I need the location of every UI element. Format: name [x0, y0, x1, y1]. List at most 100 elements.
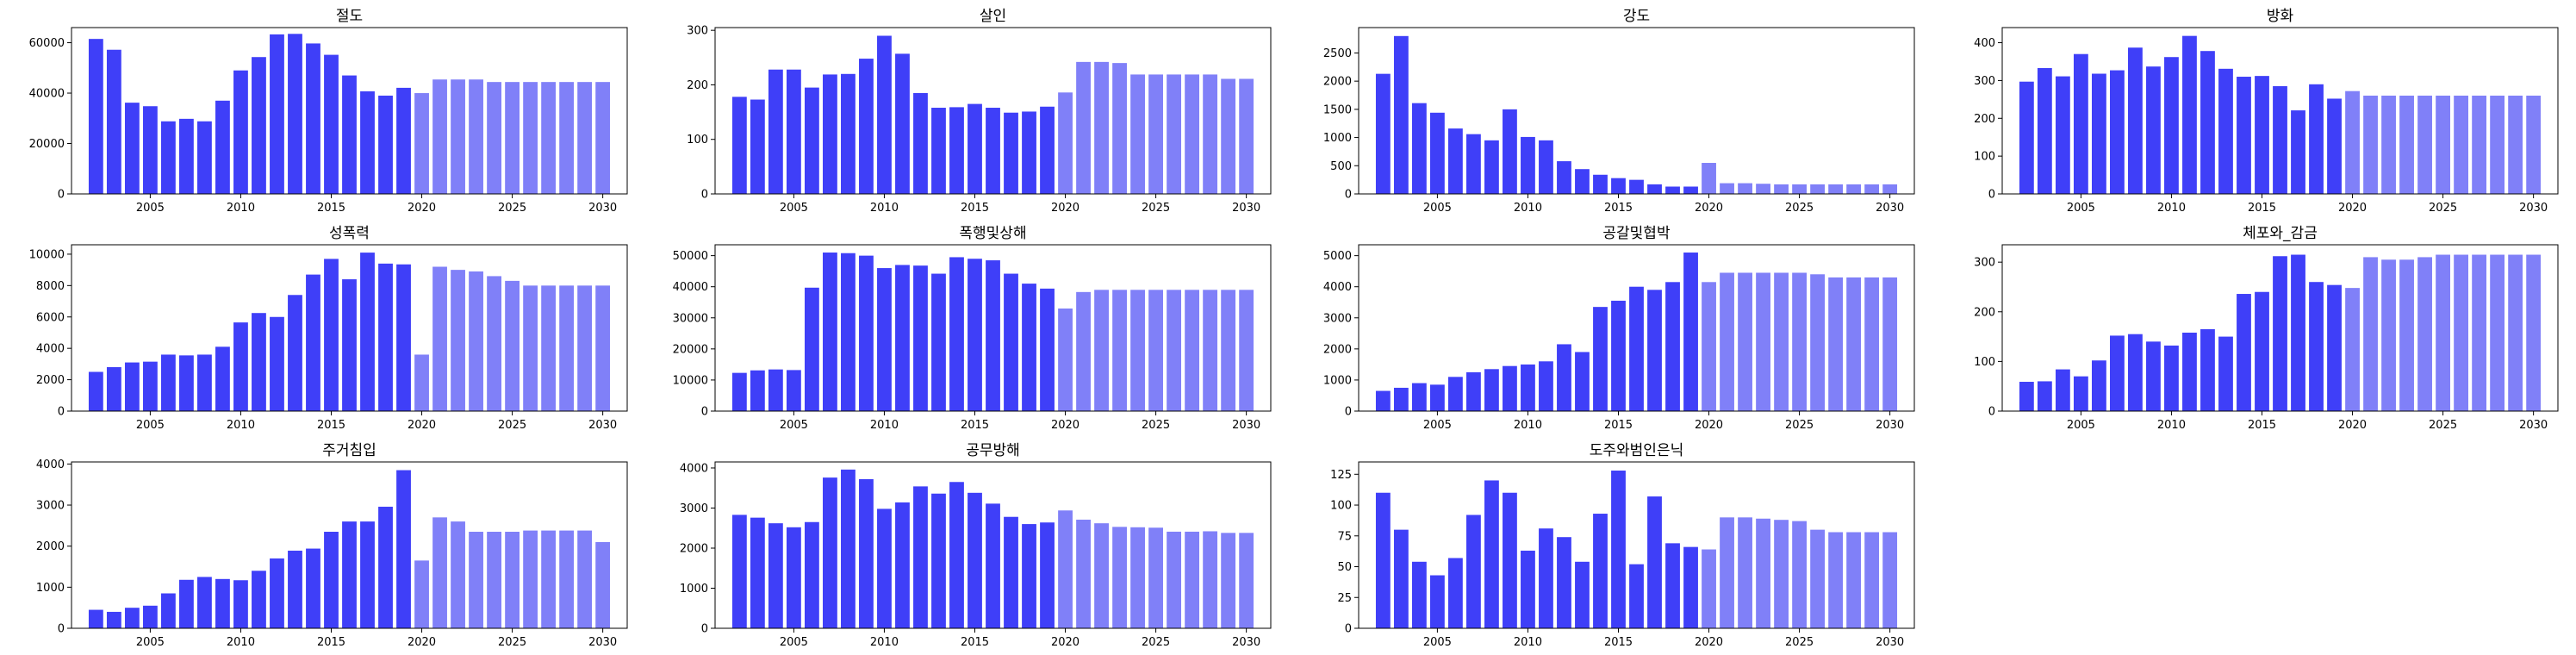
bar — [2399, 95, 2414, 194]
y-tick-label: 2000 — [36, 540, 65, 553]
chart-panel: 강도 0 500 1000 1500 2000 2500 2005 2010 2015 2020 20… — [1323, 8, 1915, 215]
bar — [179, 579, 194, 628]
bar — [2110, 70, 2125, 194]
bar — [595, 285, 611, 411]
x-tick-label: 2015 — [1604, 636, 1633, 649]
bar — [1647, 496, 1662, 628]
bar — [2037, 67, 2052, 195]
bar — [541, 530, 557, 628]
bar — [2417, 257, 2432, 411]
y-tick-label: 3000 — [680, 502, 708, 515]
bar — [823, 253, 837, 411]
bar — [270, 34, 284, 195]
y-tick-label: 20000 — [29, 138, 65, 151]
bar — [559, 82, 575, 194]
bar — [88, 609, 103, 628]
bar — [931, 108, 946, 194]
bar — [804, 87, 819, 194]
plot-frame — [1358, 461, 1915, 629]
bar — [768, 369, 783, 411]
y-tick-label: 1000 — [36, 582, 65, 595]
y-tick-label: 2000 — [36, 374, 65, 387]
bar — [1076, 61, 1091, 194]
y-tick-label: 0 — [58, 406, 65, 419]
chart-title: 방화 — [2267, 8, 2294, 25]
x-tick-label: 2030 — [1876, 419, 1904, 432]
bar — [360, 521, 375, 628]
chart-title: 도주와범인은닉 — [1590, 442, 1683, 459]
bar — [215, 100, 230, 194]
bar — [360, 90, 375, 194]
bar — [451, 270, 465, 411]
chart-title: 주거침입 — [322, 442, 376, 459]
bar — [252, 313, 266, 411]
bar — [1429, 112, 1445, 194]
y-tick-label: 10000 — [29, 248, 65, 261]
bar — [1557, 161, 1571, 194]
bar — [1239, 290, 1254, 411]
bar — [1393, 387, 1409, 411]
bar — [1130, 74, 1145, 194]
bar — [1429, 575, 1445, 628]
bar — [1629, 179, 1644, 194]
bar — [378, 95, 393, 194]
x-tick-label: 2030 — [1876, 202, 1904, 215]
plot-frame — [71, 244, 628, 412]
bar — [2436, 254, 2450, 411]
bar — [1004, 516, 1018, 628]
bar — [414, 354, 429, 411]
bar — [2073, 376, 2088, 411]
bar — [2255, 291, 2269, 411]
bar — [1040, 522, 1055, 628]
chart-panel: 주거침입 0 1000 2000 3000 4000 2005 2010 2015 2020 202… — [36, 442, 628, 649]
bar — [2200, 328, 2215, 411]
bar — [1629, 286, 1644, 411]
bar — [1094, 61, 1109, 194]
chart-title: 강도 — [1623, 8, 1650, 25]
bar — [1575, 169, 1590, 194]
bar — [2291, 110, 2305, 194]
bar — [1539, 361, 1553, 411]
bar — [2526, 254, 2542, 411]
bar — [768, 69, 783, 195]
bar — [895, 502, 910, 628]
bar — [1185, 290, 1200, 411]
x-tick-label: 2030 — [1232, 636, 1260, 649]
bar — [1004, 273, 1018, 411]
y-tick-label: 100 — [1330, 500, 1352, 513]
y-tick-label: 25 — [1337, 592, 1352, 605]
bar — [414, 93, 429, 194]
y-tick-label: 0 — [1345, 623, 1352, 636]
y-tick-label: 300 — [1974, 75, 1995, 88]
bar — [1004, 112, 1018, 194]
chart-panel: 체포와_감금 0 100 200 300 2005 2010 2015 2020 2025 2030 — [1974, 225, 2559, 432]
y-tick-label: 0 — [1988, 189, 1995, 202]
bar — [1882, 532, 1898, 628]
bar — [913, 486, 928, 628]
bar — [731, 372, 747, 411]
bar — [270, 316, 284, 411]
bar — [1864, 184, 1880, 194]
y-tick-label: 2000 — [680, 542, 708, 555]
bar — [986, 503, 1000, 628]
bar — [1112, 527, 1127, 628]
bar — [1683, 253, 1698, 411]
bar — [2182, 332, 2197, 411]
bar — [1239, 533, 1254, 628]
bar — [523, 285, 538, 411]
bar — [233, 70, 248, 194]
bar — [432, 266, 447, 411]
bar — [1774, 272, 1789, 411]
x-tick-label: 2015 — [961, 636, 989, 649]
bar — [595, 82, 611, 194]
bar — [2019, 81, 2034, 194]
x-tick-label: 2005 — [1423, 419, 1452, 432]
bar — [270, 558, 284, 628]
x-tick-label: 2015 — [317, 636, 345, 649]
bar — [1720, 517, 1734, 628]
bar — [1429, 384, 1445, 411]
x-tick-label: 2015 — [317, 202, 345, 215]
y-tick-label: 3000 — [36, 500, 65, 513]
bar — [288, 295, 302, 411]
bar — [523, 530, 538, 628]
